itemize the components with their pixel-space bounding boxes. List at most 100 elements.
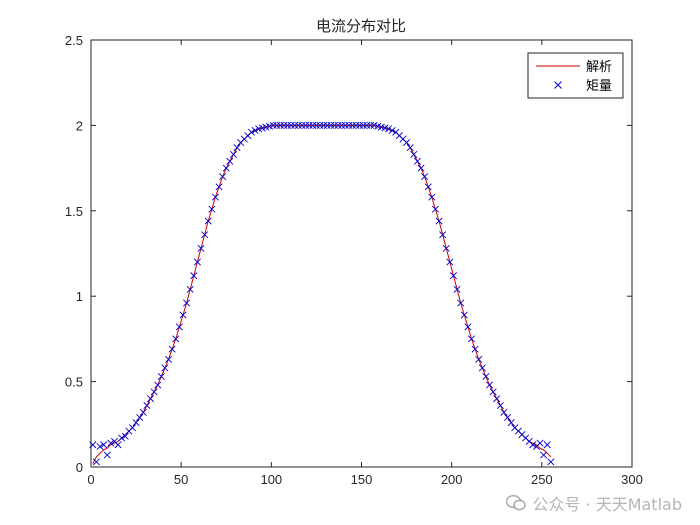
data-point: [334, 121, 342, 129]
data-point: [435, 217, 443, 225]
data-point: [446, 258, 454, 266]
data-point: [410, 150, 418, 158]
data-point: [229, 150, 237, 158]
data-point: [547, 458, 555, 466]
data-point: [489, 388, 497, 396]
data-point: [107, 439, 115, 447]
data-point: [406, 144, 414, 152]
data-point: [273, 121, 281, 129]
data-point: [316, 121, 324, 129]
data-point: [464, 323, 472, 331]
chart-title: 电流分布对比: [316, 17, 406, 35]
data-point: [482, 372, 490, 380]
data-point: [478, 364, 486, 372]
data-point: [175, 323, 183, 331]
data-point: [215, 183, 223, 191]
data-point: [471, 345, 479, 353]
data-point: [352, 121, 360, 129]
data-point: [439, 231, 447, 239]
axes-box: [90, 39, 633, 468]
data-point: [431, 205, 439, 213]
data-point: [457, 299, 465, 307]
data-point: [136, 413, 144, 421]
data-point: [211, 193, 219, 201]
plot-area: [90, 39, 633, 468]
data-point: [204, 217, 212, 225]
data-point: [403, 138, 411, 146]
x-tick-label: 50: [174, 472, 188, 487]
y-tick-label: 2: [76, 118, 83, 133]
series-1: [89, 121, 555, 466]
data-point: [92, 458, 100, 466]
data-point: [312, 121, 320, 129]
data-point: [417, 164, 425, 172]
data-point: [233, 144, 241, 152]
data-point: [467, 335, 476, 343]
data-point: [96, 442, 104, 451]
data-point: [341, 121, 349, 129]
data-point: [219, 173, 227, 181]
x-tick-label: 150: [351, 472, 373, 487]
data-point: [449, 272, 457, 280]
data-point: [157, 372, 165, 380]
data-point: [363, 121, 371, 129]
data-point: [154, 381, 162, 389]
data-point: [89, 441, 97, 449]
data-point: [543, 441, 551, 449]
data-point: [327, 121, 335, 129]
legend-swatch: [554, 81, 562, 89]
data-point: [428, 193, 436, 201]
data-point: [165, 355, 173, 363]
x-tick-label: 250: [531, 472, 553, 487]
data-point: [359, 121, 367, 129]
data-point: [118, 434, 126, 442]
data-point: [529, 441, 537, 449]
watermark: 公众号 · 天天Matlab: [506, 491, 682, 515]
data-point: [305, 121, 313, 129]
data-point: [388, 127, 396, 135]
data-point: [139, 408, 147, 416]
data-point: [460, 311, 468, 319]
wechat-icon: [506, 494, 527, 511]
data-point: [247, 128, 256, 136]
data-point: [323, 121, 331, 129]
y-tick-label: 0: [76, 460, 83, 475]
data-point: [132, 419, 140, 427]
data-point: [507, 419, 515, 427]
data-point: [496, 401, 504, 410]
series-layer: [89, 121, 555, 466]
axis-ticks: 0 50 100 150 200 250 300 0 0.5 1 1.5 2 2.5: [65, 33, 643, 487]
series-0: [92, 124, 552, 464]
data-point: [226, 157, 234, 165]
data-point: [442, 244, 450, 252]
data-point: [475, 355, 483, 363]
x-tick-label: 0: [87, 472, 94, 487]
data-point: [172, 335, 180, 343]
data-point: [356, 121, 364, 129]
data-point: [540, 451, 548, 459]
series-line: [92, 124, 552, 464]
data-point: [193, 258, 201, 266]
y-tick-label: 1: [76, 289, 83, 304]
legend-box: [527, 52, 624, 99]
data-point: [287, 121, 295, 129]
data-point: [150, 388, 158, 396]
data-point: [186, 285, 194, 293]
x-tick-label: 300: [621, 472, 643, 487]
data-point: [222, 164, 230, 172]
data-point: [100, 441, 108, 449]
data-point: [269, 121, 277, 129]
data-point: [330, 121, 338, 129]
data-point: [208, 205, 216, 213]
watermark-text: 公众号 · 天天Matlab: [532, 495, 682, 514]
data-point: [320, 121, 328, 129]
data-point: [291, 121, 299, 129]
data-point: [309, 121, 317, 129]
data-point: [385, 125, 393, 133]
data-point: [453, 285, 461, 293]
data-point: [424, 183, 432, 191]
data-point: [128, 424, 136, 432]
data-point: [179, 311, 187, 319]
